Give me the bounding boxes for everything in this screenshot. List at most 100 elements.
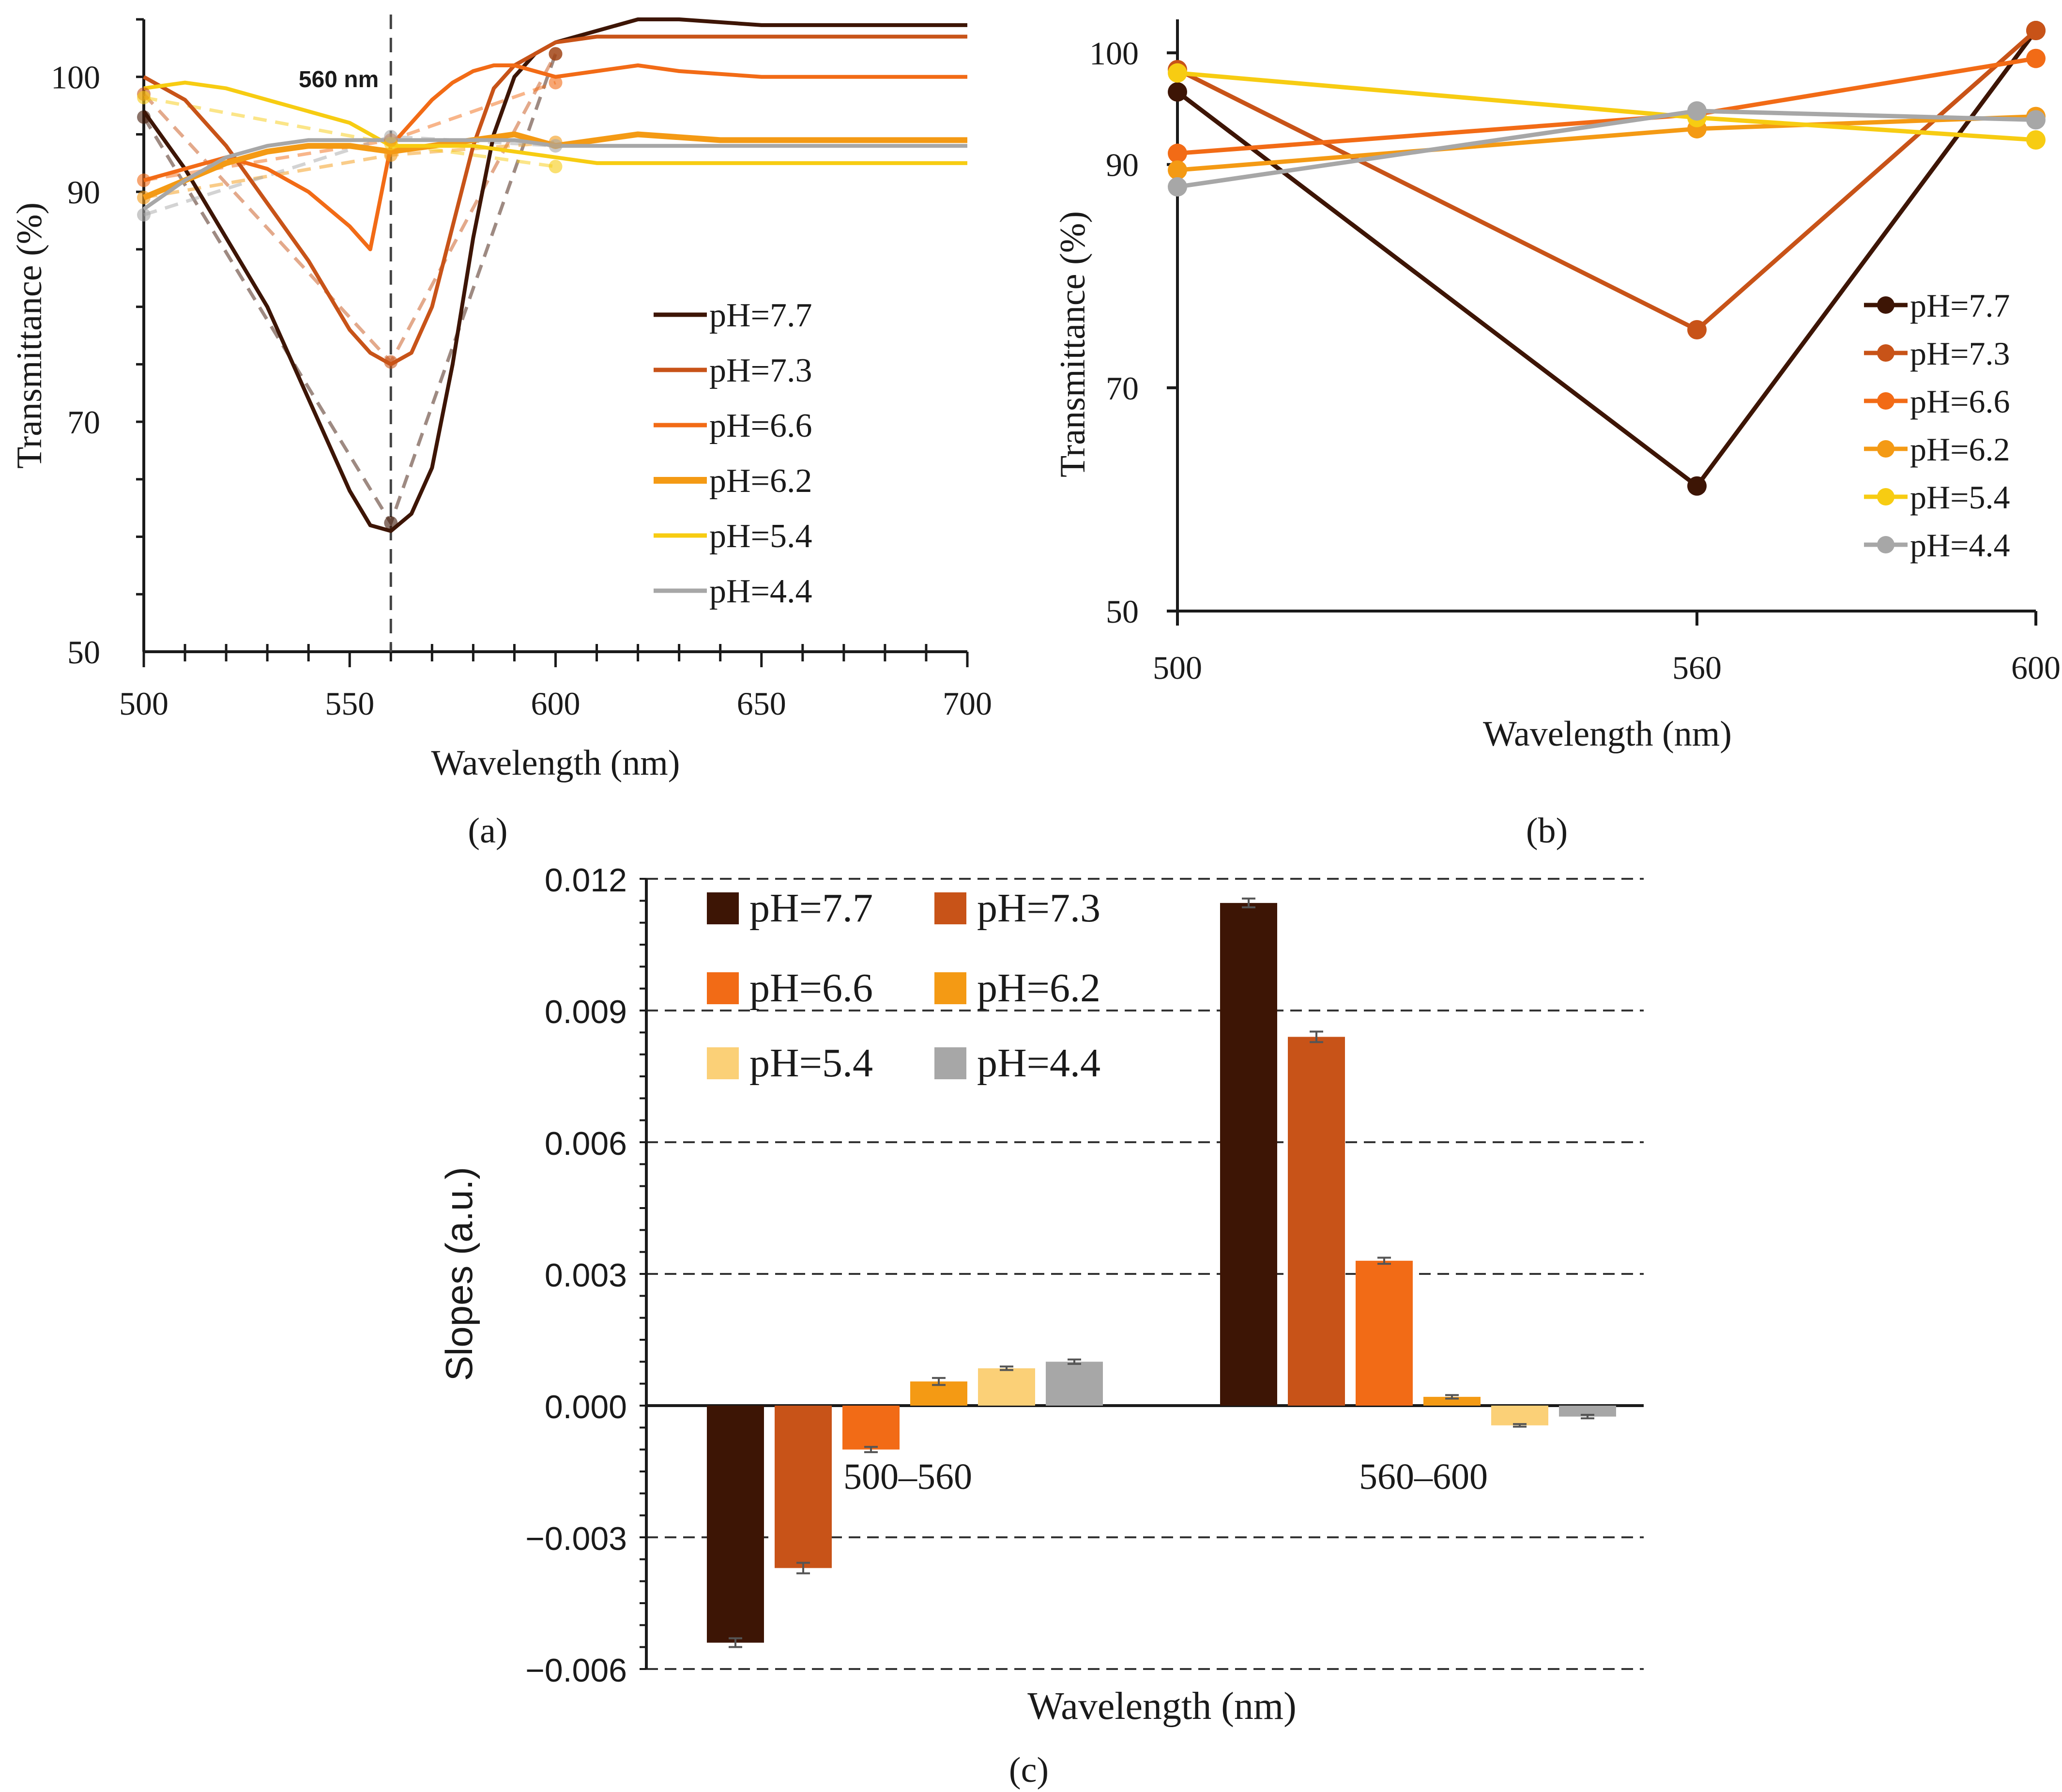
y-tick-label: −0.006	[525, 1652, 627, 1689]
legend-marker	[1877, 440, 1894, 458]
bar	[707, 1406, 764, 1643]
data-point	[1687, 476, 1707, 496]
legend-swatch	[707, 1047, 739, 1079]
legend-label: pH=6.6	[709, 407, 812, 444]
data-point	[2026, 21, 2046, 41]
legend-label: pH=4.4	[709, 573, 812, 610]
legend-label: pH=7.7	[1910, 287, 2010, 324]
y-tick-label: 0.012	[545, 862, 627, 899]
y-tick-label: 0.000	[545, 1389, 627, 1425]
legend-label: pH=5.4	[749, 1041, 873, 1086]
legend-swatch	[934, 972, 966, 1004]
legend-label: pH=6.6	[749, 965, 873, 1011]
bar	[1220, 903, 1277, 1406]
y-tick-label: 0.003	[545, 1257, 627, 1294]
data-point	[1687, 320, 1707, 339]
fit-point	[549, 159, 563, 173]
fit-point	[137, 191, 151, 205]
legend-label: pH=4.4	[1910, 527, 2010, 564]
y-tick-label: 90	[67, 174, 100, 211]
fit-point	[384, 516, 398, 530]
data-point	[2026, 130, 2046, 150]
data-point	[1687, 101, 1707, 121]
x-tick-label: 700	[943, 685, 992, 722]
legend-label: pH=5.4	[1910, 479, 2010, 516]
y-tick-label: 0.006	[545, 1125, 627, 1162]
x-axis-title: Wavelength (nm)	[1027, 1685, 1297, 1728]
y-tick-label: 100	[1089, 35, 1139, 72]
fit-point	[137, 173, 151, 187]
x-tick-label: 650	[737, 685, 786, 722]
legend-label: pH=7.7	[709, 297, 812, 334]
x-axis-title: Wavelength (nm)	[1483, 714, 1732, 754]
fit-point	[137, 91, 151, 105]
x-tick-label: 500	[119, 685, 168, 722]
y-tick-label: 100	[51, 59, 100, 96]
x-tick-label: 600	[2011, 649, 2061, 686]
legend-label: pH=5.4	[709, 518, 812, 555]
legend-marker	[1877, 392, 1894, 410]
y-axis-title: Transmittance (%)	[10, 202, 49, 469]
bar	[978, 1368, 1035, 1406]
panel-a-chart: 500 550 600 650 700 50 70 90 100 Wavelength (nm) T…	[10, 15, 992, 851]
category-label: 560–600	[1359, 1456, 1488, 1497]
panel-label-a: (a)	[468, 811, 507, 851]
bar	[1356, 1260, 1413, 1406]
fit-point	[549, 139, 563, 153]
legend-label: pH=6.2	[709, 462, 812, 500]
y-tick-label: −0.003	[525, 1520, 627, 1557]
y-axis-title: Transmittance (%)	[1053, 211, 1093, 477]
category-label: 500–560	[843, 1456, 972, 1497]
fit-point	[384, 130, 398, 144]
series-line	[143, 34, 967, 367]
series-line	[142, 17, 967, 533]
data-point	[1168, 63, 1187, 83]
panel-b-chart: 500 560 600 50 70 90 100 Wavelength (nm) Transmi…	[1053, 19, 2061, 851]
data-point	[2026, 110, 2046, 130]
legend-swatch	[934, 892, 966, 924]
bar	[775, 1406, 832, 1568]
bar	[1491, 1406, 1548, 1425]
data-point	[1168, 143, 1187, 163]
bar	[1288, 1037, 1345, 1406]
legend-label: pH=6.6	[1910, 383, 2010, 420]
fit-point	[549, 47, 563, 61]
y-tick-label: 50	[1106, 593, 1139, 630]
fit-point	[384, 355, 398, 369]
legend-marker	[1877, 296, 1894, 314]
x-axis-title: Wavelength (nm)	[431, 743, 680, 783]
legend-swatch	[707, 972, 739, 1004]
x-tick-label: 600	[531, 685, 580, 722]
bar	[842, 1406, 900, 1450]
series-line	[142, 138, 967, 211]
legend-marker	[1877, 344, 1894, 362]
data-point	[2026, 48, 2046, 68]
legend-label: pH=7.3	[977, 886, 1100, 931]
bar	[1559, 1406, 1616, 1417]
bar	[1423, 1396, 1481, 1406]
fit-point	[384, 148, 398, 162]
series-line	[142, 131, 967, 200]
bar	[1046, 1362, 1103, 1406]
legend-marker	[1877, 536, 1894, 553]
panel-label-c: (c)	[1009, 1750, 1049, 1790]
fit-point	[137, 110, 151, 124]
legend-label: pH=7.3	[709, 352, 812, 389]
legend-swatch	[707, 892, 739, 924]
legend-label: pH=6.2	[1910, 431, 2010, 468]
x-tick-label: 550	[325, 685, 374, 722]
annotation-560nm: 560 nm	[299, 67, 379, 92]
panel-c-chart: 0.012 0.009 0.006 0.003 0.000 −0.003 −0.006 500…	[438, 862, 1644, 1790]
legend-label: pH=7.7	[749, 886, 873, 931]
y-tick-label: 90	[1106, 147, 1139, 184]
y-axis-title: Slopes (a.u.)	[438, 1167, 480, 1381]
legend-marker	[1877, 488, 1894, 505]
legend-label: pH=7.3	[1910, 335, 2010, 372]
panel-label-b: (b)	[1526, 811, 1568, 851]
data-point	[1168, 177, 1187, 197]
legend-label: pH=4.4	[977, 1041, 1100, 1086]
dashed-fit-line	[143, 135, 556, 217]
data-point	[1168, 160, 1187, 180]
series-line	[143, 63, 967, 251]
